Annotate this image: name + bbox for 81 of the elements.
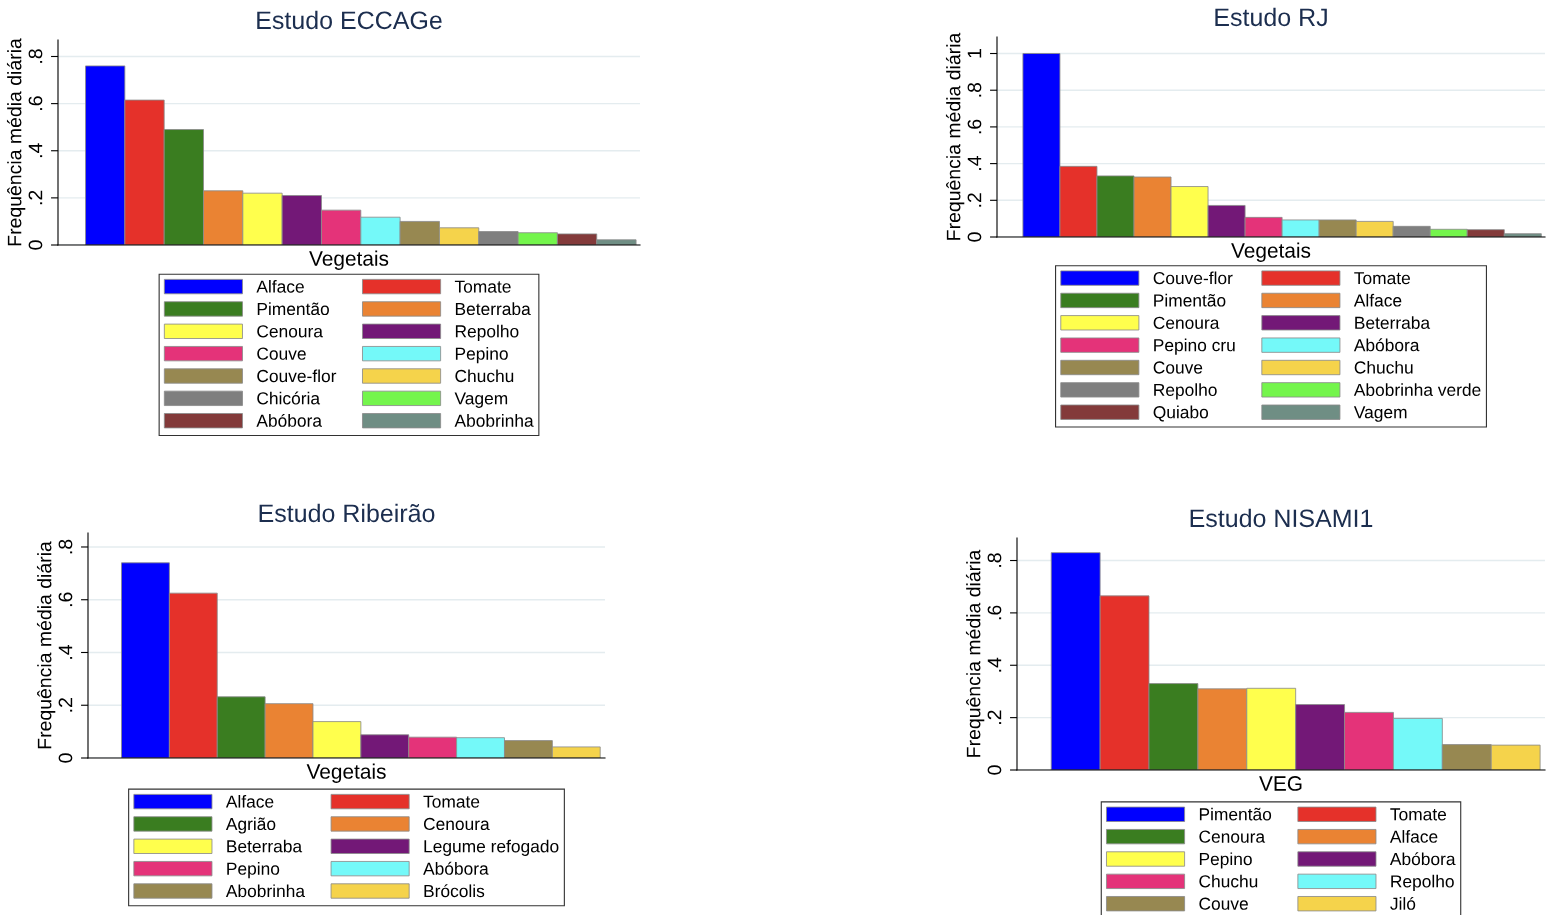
legend-label: Repolho: [1391, 874, 1454, 891]
y-tick-label: .6: [58, 592, 73, 607]
legend-label: Chuchu: [1354, 360, 1413, 374]
legend-label: Abóbora: [256, 413, 322, 427]
y-axis-title: Frequência média diária: [945, 32, 965, 240]
y-tick-label: 0: [987, 765, 1002, 775]
y-tick-label: .4: [58, 644, 73, 659]
legend-label: Alface: [225, 795, 274, 808]
chart-title: Estudo Ribeirão: [259, 503, 435, 523]
legend-label: Couve: [1199, 897, 1248, 910]
y-tick-label: .2: [58, 698, 73, 712]
legend-label: Chuchu: [455, 369, 514, 383]
legend-label: Beterraba: [1355, 316, 1431, 329]
y-tick-label: .8: [58, 539, 73, 554]
y-tick-label: .8: [28, 49, 43, 63]
y-tick-label: 1: [967, 49, 982, 58]
chart-title: Estudo ECCAGe: [257, 10, 442, 30]
legend-label: Agrião: [225, 817, 276, 834]
legend-label: Cenoura: [1199, 830, 1266, 843]
legend-label: Cenoura: [1153, 316, 1220, 329]
legend-label: Tomate: [423, 795, 480, 808]
legend-label: Vagem: [1353, 406, 1407, 422]
x-axis-title: Vegetais: [309, 250, 389, 270]
y-tick-label: .6: [28, 96, 43, 110]
legend-label: Pepino: [227, 862, 280, 879]
y-tick-label: .6: [987, 605, 1002, 620]
legend-label: Abóbora: [1353, 338, 1420, 352]
y-tick-label: .2: [967, 193, 982, 207]
y-tick-label: 0: [967, 232, 982, 242]
y-tick-label: 0: [58, 753, 73, 763]
x-axis-title: Vegetais: [306, 763, 386, 783]
legend-label: Alface: [1353, 293, 1402, 307]
y-tick-label: .4: [967, 156, 982, 170]
legend-label: Repolho: [1154, 383, 1217, 400]
legend-label: Tomate: [454, 280, 511, 293]
legend-label: Beterraba: [455, 302, 531, 316]
y-tick-label: .8: [987, 553, 1002, 567]
legend-label: Cenoura: [423, 817, 490, 831]
legend-label: Couve-flor: [1153, 271, 1233, 285]
legend-label: Chicória: [257, 391, 321, 405]
legend-label: Pimentão: [1199, 807, 1272, 821]
legend-label: Couve: [1153, 361, 1203, 374]
x-axis-title: VEG: [1259, 776, 1302, 791]
legend-label: Pepino cru: [1154, 338, 1235, 355]
y-axis-title: Frequência média diária: [36, 541, 56, 749]
legend-label: Alface: [256, 280, 304, 293]
legend-label: Tomate: [1390, 808, 1447, 821]
legend-label: Repolho: [455, 324, 519, 341]
legend-label: Alface: [1389, 830, 1438, 843]
legend-label: Beterraba: [227, 839, 303, 853]
legend-label: Abóbora: [423, 861, 489, 875]
legend-label: Legume refogado: [424, 839, 559, 856]
x-axis-title: Vegetais: [1231, 242, 1311, 262]
y-axis-title: Frequência média diária: [6, 38, 26, 246]
y-tick-label: .2: [28, 190, 43, 205]
legend-label: Couve-flor: [257, 369, 337, 383]
y-tick-label: .4: [28, 143, 43, 158]
legend-label: Couve: [257, 347, 306, 360]
chart-title: Estudo NISAMI1: [1190, 508, 1373, 528]
legend-label: Pepino: [455, 347, 508, 364]
legend-label: Tomate: [1354, 272, 1410, 285]
legend-label: Abobrinha: [225, 884, 306, 898]
y-tick-label: .2: [987, 710, 1002, 724]
y-tick-label: .8: [967, 82, 982, 97]
y-tick-label: .4: [987, 657, 1002, 672]
legend-label: Pimentão: [1154, 293, 1226, 307]
legend-label: Jiló: [1390, 896, 1416, 910]
legend-label: Pepino: [1199, 852, 1252, 869]
legend-label: Abóbora: [1389, 852, 1456, 866]
y-tick-label: .6: [967, 119, 982, 134]
legend-label: Brócolis: [424, 884, 485, 898]
legend-label: Chuchu: [1199, 874, 1258, 888]
legend-label: Quiabo: [1153, 405, 1209, 422]
legend-label: Vagem: [454, 392, 508, 408]
y-tick-label: 0: [28, 240, 43, 250]
chart-title: Estudo RJ: [1215, 7, 1327, 27]
legend-label: Pimentão: [257, 302, 329, 316]
legend-label: Cenoura: [257, 325, 323, 338]
legend-label: Abobrinha: [454, 414, 534, 427]
y-axis-title: Frequência média diária: [965, 549, 985, 757]
legend-label: Abobrinha verde: [1353, 383, 1481, 397]
